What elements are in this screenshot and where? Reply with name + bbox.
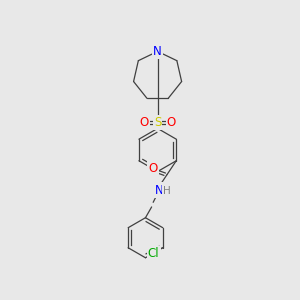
Text: O: O [167,116,176,129]
Text: N: N [155,184,164,196]
Text: Cl: Cl [148,248,159,260]
Text: S: S [154,116,161,129]
Text: H: H [163,186,171,196]
Text: O: O [148,162,158,175]
Text: N: N [153,45,162,58]
Text: O: O [139,116,148,129]
